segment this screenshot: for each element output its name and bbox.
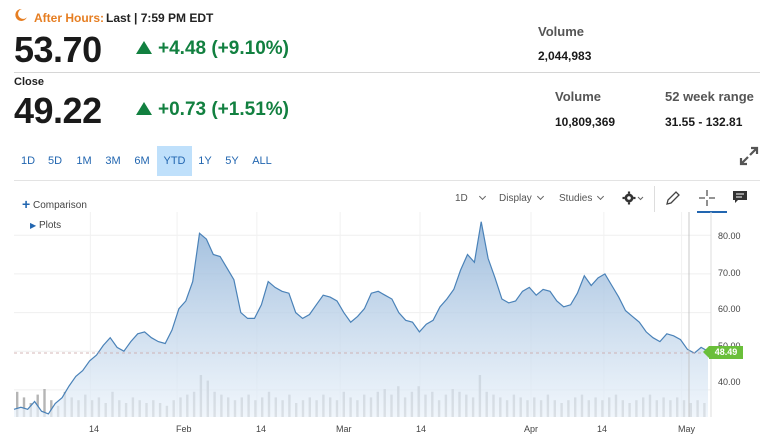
up-arrow-icon <box>136 41 152 54</box>
volume-bar <box>43 389 46 417</box>
plots-label: Plots <box>38 220 62 231</box>
close-change: +0.73 (+1.51%) <box>158 99 289 120</box>
caret-right-icon: ▶ <box>30 221 37 230</box>
range-label: 52 week range <box>665 89 754 104</box>
range-5d-button[interactable]: 5D <box>47 155 63 167</box>
after-hours-volume: 2,044,983 <box>538 49 592 63</box>
close-label: Close <box>14 76 44 88</box>
after-hours-volume-label: Volume <box>538 24 584 39</box>
studies-select[interactable]: Studies <box>559 192 605 204</box>
range-6m-button[interactable]: 6M <box>134 155 150 167</box>
after-hours-price: 53.70 <box>14 29 102 70</box>
chevron-down-icon <box>597 192 605 201</box>
range-all-button[interactable]: ALL <box>252 155 272 167</box>
interval-select[interactable]: 1D <box>455 192 486 204</box>
plus-icon: + <box>22 196 31 212</box>
x-tick-label: Apr <box>524 424 539 434</box>
x-tick-label: Mar <box>336 424 352 434</box>
range-ytd-button[interactable]: YTD <box>157 146 192 176</box>
after-hours-timestamp: Last | 7:59 PM EDT <box>106 11 214 25</box>
display-label: Display <box>499 193 532 204</box>
moon-icon <box>15 8 27 21</box>
y-tick-label: 40.00 <box>718 377 741 387</box>
last-price-tag: 48.49 <box>703 346 743 359</box>
after-hours-label: After Hours: <box>34 11 105 25</box>
crosshair-icon[interactable] <box>697 188 717 208</box>
price-line <box>13 221 709 415</box>
x-tick-label: 14 <box>597 424 608 434</box>
comparison-label: Comparison <box>32 200 87 211</box>
after-hours-change: +4.48 (+9.10%) <box>158 38 289 59</box>
divider <box>14 72 760 73</box>
divider <box>14 180 760 181</box>
x-tick-label: 14 <box>416 424 427 434</box>
price-area <box>14 221 708 417</box>
toolbar-divider <box>654 186 655 212</box>
range-5y-button[interactable]: 5Y <box>225 155 239 167</box>
x-tick-label: 14 <box>89 424 100 434</box>
close-price: 49.22 <box>14 90 102 131</box>
plots-toggle[interactable]: ▶ Plots <box>30 220 61 231</box>
up-arrow-icon <box>136 102 152 115</box>
comparison-button[interactable]: + Comparison <box>22 195 87 212</box>
range-1y-button[interactable]: 1Y <box>198 155 212 167</box>
crosshair-active-indicator <box>697 211 727 213</box>
settings-gear-icon[interactable] <box>622 191 646 207</box>
range-1d-button[interactable]: 1D <box>20 155 36 167</box>
chevron-down-icon <box>478 192 486 201</box>
range-1m-button[interactable]: 1M <box>76 155 92 167</box>
volume-bar <box>22 397 26 417</box>
y-tick-label: 60.00 <box>718 304 741 314</box>
close-volume: 10,809,369 <box>555 115 616 129</box>
close-volume-label: Volume <box>555 89 601 104</box>
y-tick-label: 70.00 <box>718 268 741 278</box>
x-tick-label: May <box>678 424 696 434</box>
comment-icon[interactable] <box>732 190 748 204</box>
x-tick-label: Feb <box>176 424 192 434</box>
interval-value: 1D <box>455 193 468 204</box>
range-value: 31.55 - 132.81 <box>665 115 743 129</box>
display-select[interactable]: Display <box>499 192 544 204</box>
x-tick-label: 14 <box>256 424 267 434</box>
range-3m-button[interactable]: 3M <box>105 155 121 167</box>
y-tick-label: 80.00 <box>718 231 741 241</box>
volume-bar <box>16 391 19 417</box>
price-chart[interactable] <box>0 212 768 441</box>
pencil-draw-icon[interactable] <box>665 190 681 206</box>
expand-icon[interactable] <box>739 146 759 166</box>
studies-label: Studies <box>559 193 593 204</box>
chevron-down-icon <box>536 192 544 201</box>
